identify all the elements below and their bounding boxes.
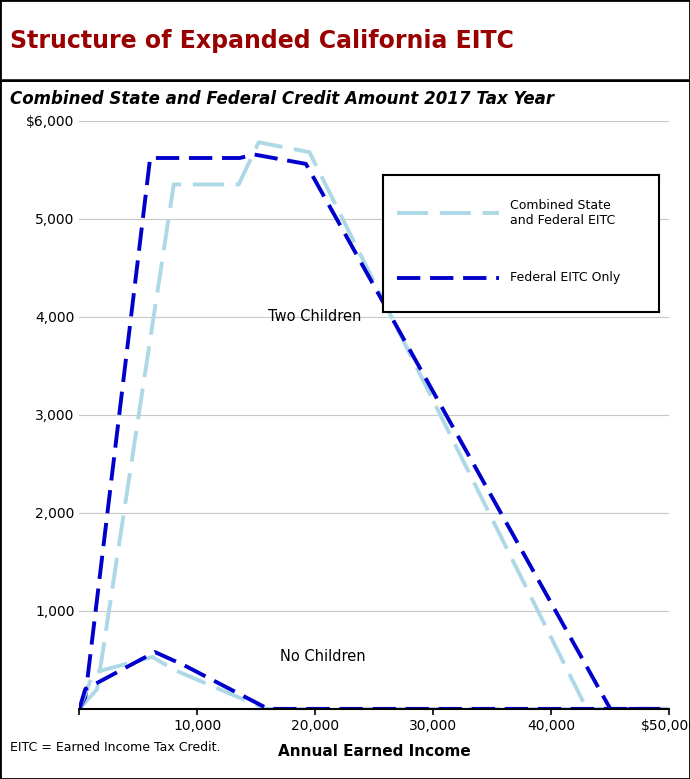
Text: Federal EITC Only: Federal EITC Only <box>510 271 620 284</box>
X-axis label: Annual Earned Income: Annual Earned Income <box>278 745 471 760</box>
Text: EITC = Earned Income Tax Credit.: EITC = Earned Income Tax Credit. <box>10 741 221 754</box>
Text: Combined State and Federal Credit Amount 2017 Tax Year: Combined State and Federal Credit Amount… <box>10 90 555 108</box>
Text: Combined State
and Federal EITC: Combined State and Federal EITC <box>510 199 615 227</box>
Text: No Children: No Children <box>280 650 366 664</box>
Text: Structure of Expanded California EITC: Structure of Expanded California EITC <box>10 29 514 53</box>
Text: Two Children: Two Children <box>268 309 362 324</box>
